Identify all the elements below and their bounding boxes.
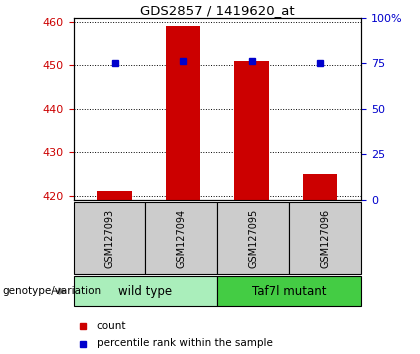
Text: count: count (97, 321, 126, 331)
Title: GDS2857 / 1419620_at: GDS2857 / 1419620_at (140, 4, 295, 17)
Text: GSM127096: GSM127096 (320, 209, 330, 268)
Bar (234, 61, 269, 200)
Text: genotype/variation: genotype/variation (2, 286, 101, 296)
Bar (166, 27, 200, 200)
Text: GSM127093: GSM127093 (105, 209, 115, 268)
Text: wild type: wild type (118, 285, 173, 298)
Text: GSM127094: GSM127094 (176, 209, 186, 268)
Text: GSM127095: GSM127095 (248, 209, 258, 268)
Text: percentile rank within the sample: percentile rank within the sample (97, 338, 273, 348)
Text: Taf7l mutant: Taf7l mutant (252, 285, 326, 298)
Bar (97, 191, 132, 200)
Bar (303, 174, 337, 200)
